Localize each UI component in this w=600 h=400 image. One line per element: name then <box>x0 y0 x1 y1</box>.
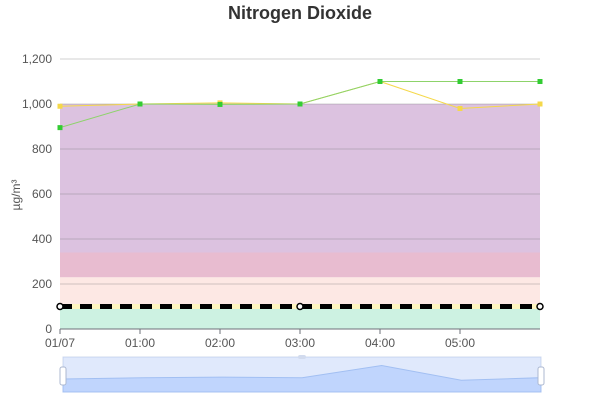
limit-line-marker <box>56 302 64 311</box>
y-tick-label: 1,000 <box>22 97 52 111</box>
series-0-point <box>457 106 463 111</box>
series-0-point <box>57 103 63 109</box>
y-tick-label: 800 <box>32 142 52 156</box>
series-1-point <box>537 79 543 84</box>
series-1-point <box>217 101 223 107</box>
series-layer <box>57 79 543 131</box>
band-1 <box>60 277 540 307</box>
x-tick-label: 02:00 <box>205 336 235 350</box>
chart-title: Nitrogen Dioxide <box>228 3 372 23</box>
limit-line-layer <box>56 302 544 311</box>
x-tick-label: 01:00 <box>125 336 155 350</box>
y-tick-label: 200 <box>32 277 52 291</box>
series-1-point <box>377 79 383 84</box>
band-3 <box>60 104 540 253</box>
band-2 <box>60 252 540 278</box>
limit-line-marker <box>536 302 544 311</box>
series-1-point <box>297 101 303 107</box>
series-1-point <box>137 101 143 107</box>
zoom-slider-start-handle[interactable] <box>59 366 67 386</box>
limit-line-marker <box>296 302 304 311</box>
x-tick-label: 03:00 <box>285 336 315 350</box>
y-tick-label: 1,200 <box>22 52 52 66</box>
y-tick-label: 0 <box>45 322 52 336</box>
series-0-point <box>537 101 543 107</box>
zoom-slider-move-handle[interactable] <box>298 355 306 359</box>
threshold-bands <box>60 104 540 329</box>
x-tick-label: 01/07 <box>45 336 75 350</box>
x-tick-label: 05:00 <box>445 336 475 350</box>
series-1-point <box>57 125 63 131</box>
band-0 <box>60 306 540 329</box>
zoom-slider-end-handle[interactable] <box>537 366 545 386</box>
zoom-slider-selection[interactable] <box>63 357 541 392</box>
y-tick-label: 600 <box>32 187 52 201</box>
y-axis-label: µg/m³ <box>9 180 23 211</box>
axes: 01/07 01:00 02:00 03:00 04:00 05:00 <box>45 328 540 350</box>
zoom-slider[interactable] <box>59 355 545 393</box>
series-1-point <box>457 79 463 84</box>
y-tick-label: 400 <box>32 232 52 246</box>
x-tick-label: 04:00 <box>365 336 395 350</box>
